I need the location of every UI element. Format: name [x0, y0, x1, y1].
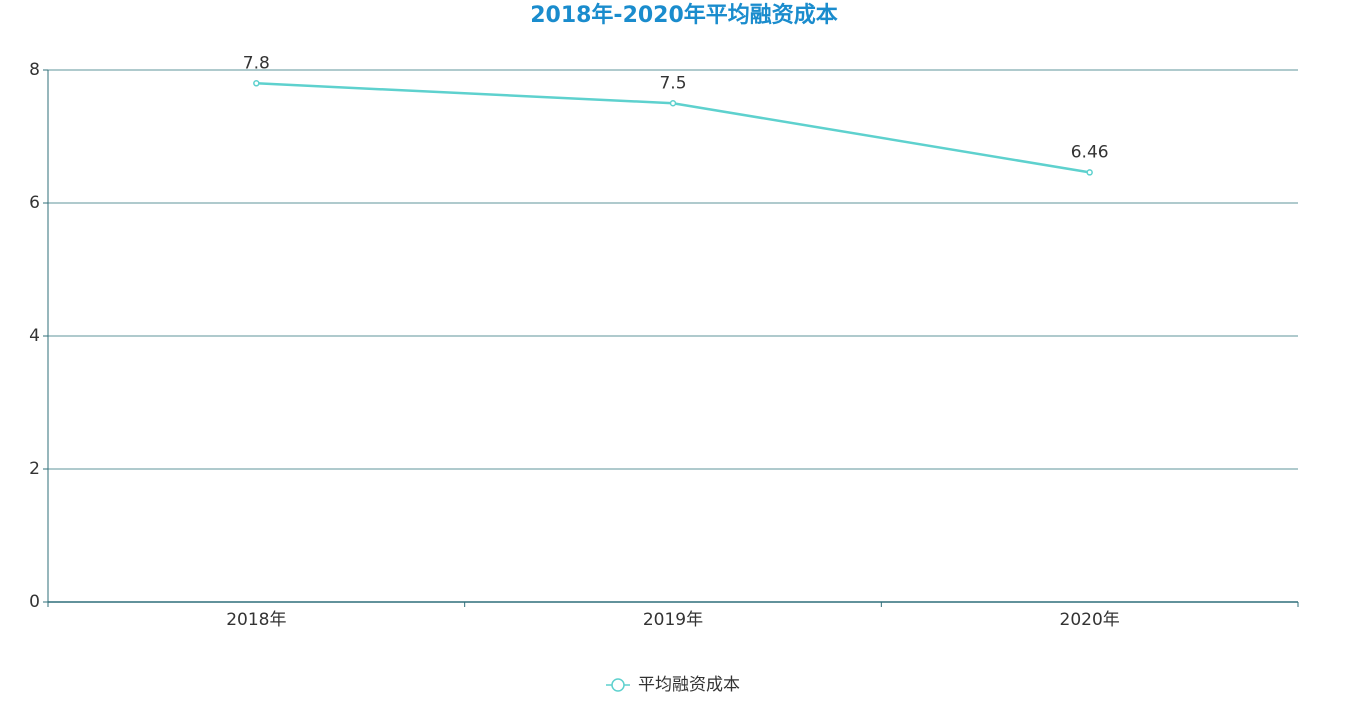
chart-title: 2018年-2020年平均融资成本 — [530, 2, 838, 28]
x-tick-label: 2020年 — [1060, 610, 1120, 630]
point — [669, 100, 677, 107]
point — [1086, 169, 1093, 176]
y-tick-label: 6 — [29, 193, 40, 213]
legend-label: 平均融资成本 — [638, 675, 740, 695]
x-tick-label: 2018年 — [226, 610, 286, 630]
x-tick-label: 2019年 — [643, 610, 703, 630]
legend-marker — [611, 678, 625, 692]
series-line — [256, 82, 1090, 174]
data-label: 7.5 — [659, 73, 686, 93]
y-tick-label: 0 — [29, 592, 40, 612]
data-label: 7.8 — [243, 53, 270, 73]
data-label: 6.46 — [1071, 142, 1109, 162]
y-tick-label: 4 — [29, 326, 40, 346]
y-tick-label: 8 — [29, 60, 40, 80]
point — [253, 80, 260, 87]
y-tick-label: 2 — [29, 459, 40, 479]
